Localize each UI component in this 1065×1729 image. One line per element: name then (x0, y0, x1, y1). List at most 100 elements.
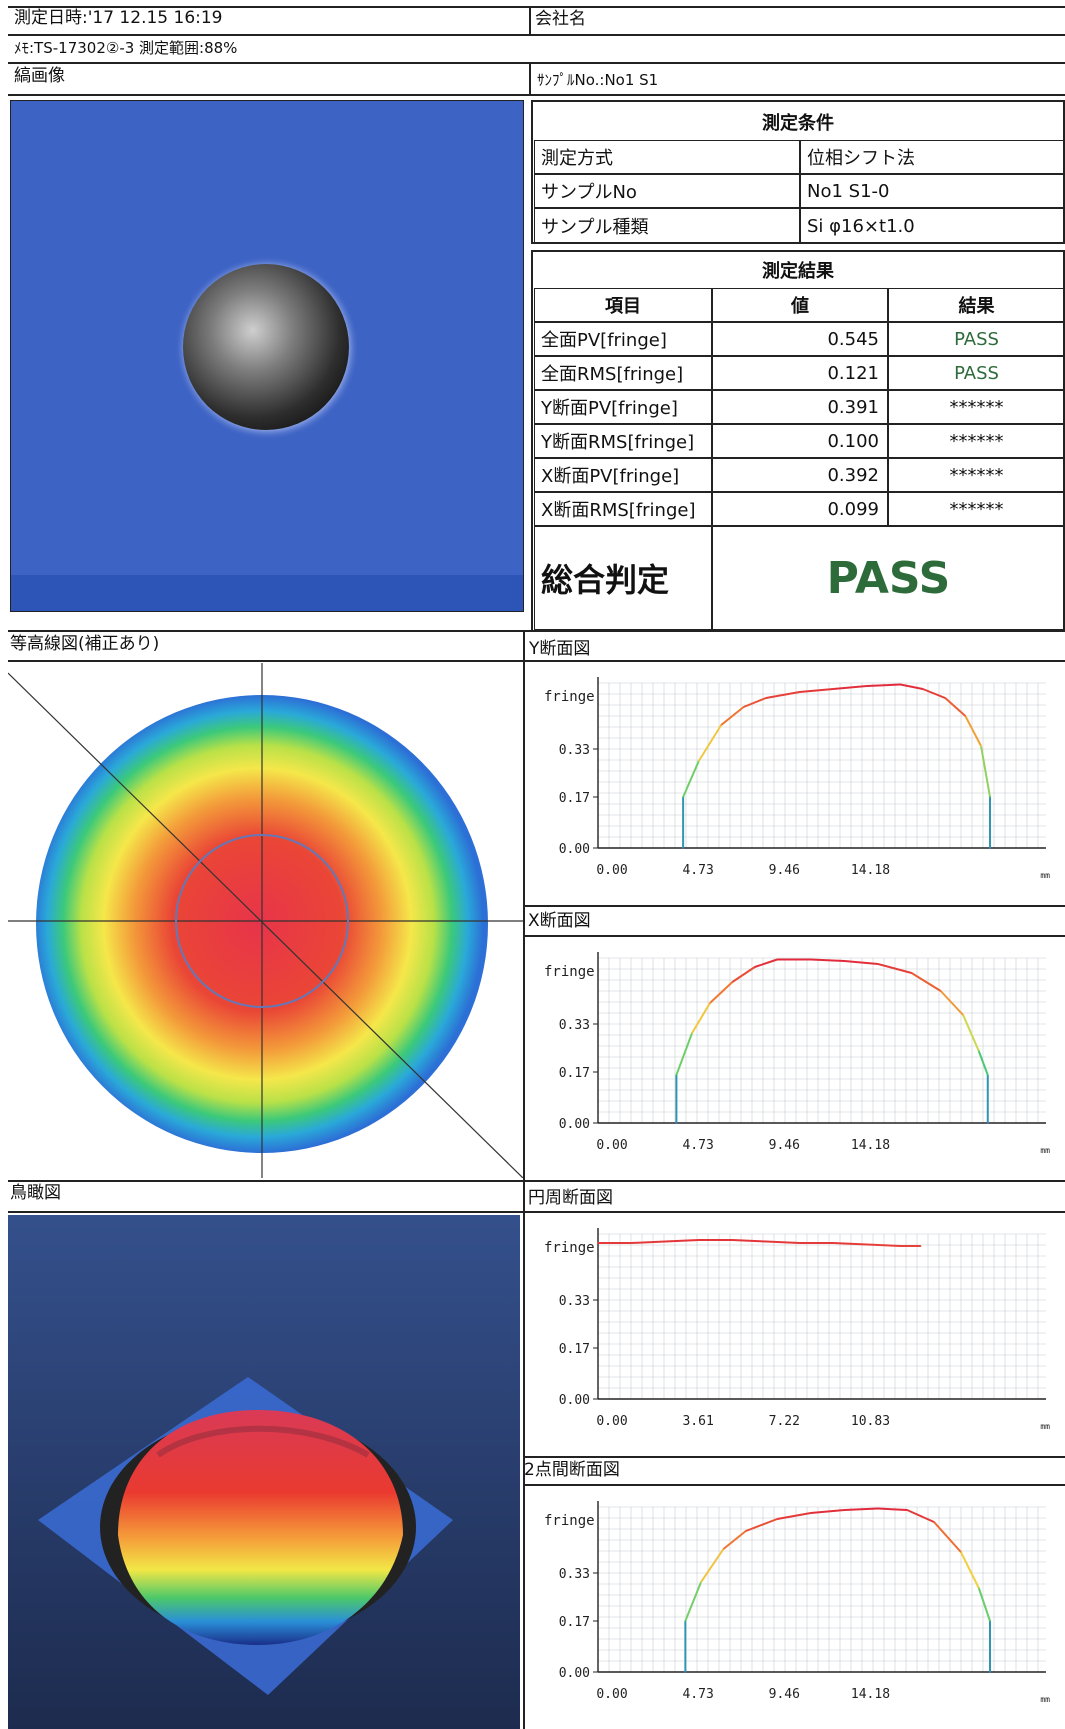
grid-line (8, 62, 1065, 64)
profile-line (597, 1239, 922, 1247)
x-tick-label: 14.18 (851, 863, 890, 878)
chart-grid (597, 1506, 1046, 1673)
x-tick-label: 4.73 (682, 1138, 713, 1153)
grid-line (529, 6, 531, 34)
profile-segment (684, 1581, 702, 1622)
data-point (910, 972, 913, 974)
grid-line (523, 1456, 1065, 1458)
result-value: 0.100 (712, 424, 888, 458)
data-point (754, 966, 756, 968)
grid-line (8, 1180, 1065, 1182)
grid-line (523, 630, 525, 1729)
profile-line (684, 1507, 991, 1673)
y-tick-label: 0.00 (559, 842, 590, 857)
y-axis-label: fringe (544, 1240, 595, 1256)
chart-grid (597, 957, 1046, 1124)
profile-segment (877, 963, 912, 974)
profile-segment (959, 1551, 980, 1589)
data-point (843, 1509, 846, 1511)
result-item: Y断面RMS[fringe] (534, 424, 712, 458)
x-tick-label: 14.18 (851, 1687, 890, 1702)
birdseye-view (8, 1215, 520, 1729)
data-point (776, 958, 778, 961)
condition-value: Si φ16×t1.0 (800, 208, 1065, 244)
data-point (731, 1239, 734, 1241)
condition-label: 測定方式 (534, 140, 800, 174)
condition-value: 位相シフト法 (800, 140, 1065, 174)
data-point (978, 1587, 980, 1589)
y-tick-label: 0.00 (559, 1393, 590, 1408)
data-point (877, 963, 879, 965)
result-judgement: PASS (888, 356, 1065, 390)
profile-segment (765, 691, 800, 699)
profile-segment (665, 1239, 699, 1243)
profile-segment (810, 1509, 845, 1514)
profile-segment (900, 683, 923, 690)
profile-segment (799, 688, 834, 693)
data-point (709, 1002, 711, 1004)
x-tick-label: 10.83 (851, 1414, 890, 1429)
profile-segment (732, 1239, 767, 1243)
x-tick-label: 9.46 (769, 1687, 800, 1702)
profile-segment (911, 972, 942, 992)
data-point (964, 715, 967, 717)
grid-line (529, 62, 531, 94)
x-unit-label: mm (1040, 871, 1050, 880)
conditions-title: 測定条件 (531, 100, 1065, 142)
data-point (720, 724, 722, 726)
company-label: 会社名 (535, 9, 586, 29)
result-judgement: PASS (888, 322, 1065, 356)
contour-label: 等高線図(補正あり) (10, 634, 160, 654)
y-tick-label: 0.17 (559, 1615, 590, 1630)
x-tick-label: 9.46 (769, 1138, 800, 1153)
y-tick-label: 0.17 (559, 1066, 590, 1081)
profile-line (675, 958, 989, 1124)
profile-segment (844, 960, 879, 965)
grid-line (8, 6, 1065, 8)
result-item: 全面PV[fringe] (534, 322, 712, 356)
data-point (698, 760, 700, 762)
contour-map (8, 663, 523, 1178)
data-point (939, 990, 942, 992)
x-tick-label: 7.22 (769, 1414, 800, 1429)
profile-segment (697, 724, 723, 762)
results-header-item: 項目 (534, 288, 712, 322)
grid-line (8, 1211, 1065, 1213)
x-tick-label: 14.18 (851, 1138, 890, 1153)
y-tick-label: 0.33 (559, 1294, 590, 1309)
profile-segment (977, 1587, 991, 1622)
data-point (684, 1671, 687, 1673)
y-axis-label: fringe (544, 1513, 595, 1529)
data-point (877, 1507, 879, 1510)
x-section-label: X断面図 (528, 911, 591, 931)
data-point (989, 1620, 991, 1622)
y-axis-label: fringe (544, 689, 595, 705)
profile-segment (675, 1032, 694, 1076)
profile-segment (906, 1509, 935, 1523)
y-axis-label: fringe (544, 964, 595, 980)
data-point (684, 1620, 687, 1622)
data-point (765, 697, 767, 699)
grid-line (8, 630, 1065, 632)
circumference-label: 円周断面図 (528, 1188, 613, 1208)
two-point-chart: fringe 0.00 0.17 0.33 0.00 4.73 9.46 14.18 mm (526, 1487, 1065, 1727)
data-point (731, 981, 734, 983)
profile-segment (731, 966, 756, 983)
profile-segment (765, 1240, 800, 1244)
profile-segment (722, 1530, 747, 1550)
data-point (691, 1032, 693, 1034)
grid-line (8, 660, 1065, 662)
data-point (682, 847, 684, 849)
profile-segment (709, 981, 734, 1004)
y-tick-label: 0.33 (559, 743, 590, 758)
profile-segment (944, 697, 967, 717)
result-judgement: ****** (888, 458, 1065, 492)
result-item: X断面RMS[fringe] (534, 492, 712, 526)
data-point (933, 1521, 935, 1523)
fringe-image-label: 縞画像 (14, 66, 65, 86)
results-header-value: 値 (712, 288, 888, 322)
y-tick-label: 0.17 (559, 1342, 590, 1357)
data-point (776, 1518, 778, 1520)
profile-segment (866, 1243, 901, 1247)
result-value: 0.392 (712, 458, 888, 492)
